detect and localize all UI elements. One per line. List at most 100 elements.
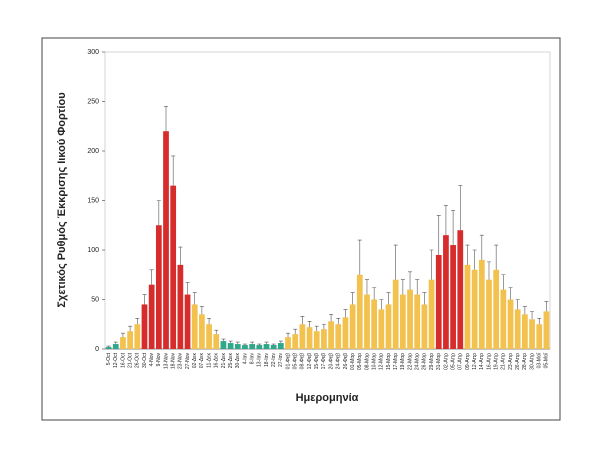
x-tick-label: 4-Nov xyxy=(149,353,155,367)
bar xyxy=(529,319,535,349)
chart-frame xyxy=(41,37,561,421)
error-bar xyxy=(178,246,183,265)
bar xyxy=(270,345,277,349)
bar xyxy=(435,254,442,349)
bar xyxy=(450,245,456,349)
error-bar xyxy=(544,301,549,312)
bar xyxy=(428,279,435,349)
x-tick-label: 13-Nov xyxy=(163,353,169,370)
error-bar xyxy=(113,341,118,345)
error-bar xyxy=(221,338,226,342)
error-bar xyxy=(479,234,484,260)
x-tick-label: 17-Μαρ xyxy=(393,353,399,370)
bar xyxy=(392,279,399,349)
error-bar xyxy=(501,274,506,290)
y-tick-label: 50 xyxy=(91,296,99,303)
bar xyxy=(407,289,413,349)
error-bar xyxy=(142,294,147,305)
error-bar xyxy=(486,261,491,280)
bar xyxy=(249,344,256,349)
x-tick-label: 17-Φεβ xyxy=(321,353,327,369)
bar xyxy=(141,304,148,349)
error-bar xyxy=(530,311,535,320)
error-bar xyxy=(228,340,233,344)
error-bar xyxy=(422,292,427,305)
x-tick-label: 12-Απρ xyxy=(472,353,478,370)
bar xyxy=(356,274,363,349)
bar xyxy=(263,344,270,349)
x-tick-label: 26-Απρ xyxy=(515,353,521,370)
bar xyxy=(378,309,385,349)
x-axis-title: Ημερομηνία xyxy=(296,392,359,404)
x-tick-label: 31-Μαρ xyxy=(436,353,442,370)
x-tick-label: 09-Απρ xyxy=(465,353,471,370)
bar xyxy=(277,343,284,349)
bar xyxy=(500,289,507,349)
x-tick-label: 21-Απρ xyxy=(501,353,507,370)
error-bar xyxy=(286,332,291,338)
bar xyxy=(105,347,112,349)
x-tick-label: 30-Απρ xyxy=(529,353,535,370)
bar xyxy=(514,309,521,349)
x-tick-label: 10-Μαρ xyxy=(371,353,377,370)
bar xyxy=(349,304,356,349)
bar xyxy=(242,345,248,349)
error-bar xyxy=(307,320,312,328)
error-bar xyxy=(171,155,176,186)
error-bar xyxy=(214,329,219,335)
error-bar xyxy=(135,318,140,325)
bar xyxy=(321,329,327,349)
error-bar xyxy=(336,318,341,325)
bar xyxy=(399,294,406,349)
error-bar xyxy=(156,200,161,226)
error-bar xyxy=(199,306,204,315)
error-bar xyxy=(329,314,334,322)
error-bar xyxy=(321,323,326,330)
error-bar xyxy=(465,244,470,265)
y-tick-label: 100 xyxy=(87,247,99,254)
bar xyxy=(292,334,299,349)
bar xyxy=(199,314,205,349)
error-bar xyxy=(451,210,456,246)
bar xyxy=(213,334,220,349)
x-tick-label: 4-Ιαν xyxy=(242,353,248,365)
y-tick-label: 150 xyxy=(87,197,99,204)
error-bar xyxy=(386,292,391,305)
error-bar xyxy=(415,279,420,295)
x-tick-label: 05-Φεβ xyxy=(293,353,299,369)
error-bar xyxy=(343,309,348,318)
x-tick-label: 16-Oct xyxy=(120,352,126,368)
bar xyxy=(328,321,334,349)
error-bar xyxy=(271,343,276,346)
x-tick-label: 18-Ιαν xyxy=(264,353,270,368)
error-bar xyxy=(494,244,499,270)
x-tick-label: 18-Nov xyxy=(171,353,177,370)
x-tick-label: 20-Φεβ xyxy=(328,353,334,369)
bar xyxy=(155,225,162,349)
bar xyxy=(493,269,500,349)
x-tick-label: 9-Nov xyxy=(156,353,162,367)
bar xyxy=(543,311,550,349)
error-bar xyxy=(264,341,269,345)
error-bar xyxy=(293,328,298,335)
error-bar xyxy=(278,340,283,344)
error-bar xyxy=(242,343,247,346)
error-bar xyxy=(314,325,319,332)
x-tick-label: 14-Απρ xyxy=(479,353,485,370)
error-bar xyxy=(436,215,441,255)
x-tick-label: 26-Oct xyxy=(135,352,141,368)
x-tick-label: 22-Μαρ xyxy=(407,353,413,370)
x-tick-label: 11-Δεκ xyxy=(206,353,212,368)
x-tick-label: 15-Μαρ xyxy=(386,353,392,370)
x-tick-label: 01-Μαρ xyxy=(350,353,356,370)
bar xyxy=(177,264,184,349)
x-tick-label: 30-Δεκ xyxy=(235,353,241,369)
bar xyxy=(536,324,543,349)
bar xyxy=(191,304,198,349)
error-bar xyxy=(250,341,255,345)
x-tick-label: 12-Oct xyxy=(113,352,119,368)
bar xyxy=(522,314,528,349)
error-bar xyxy=(357,239,362,275)
error-bar xyxy=(443,205,448,236)
